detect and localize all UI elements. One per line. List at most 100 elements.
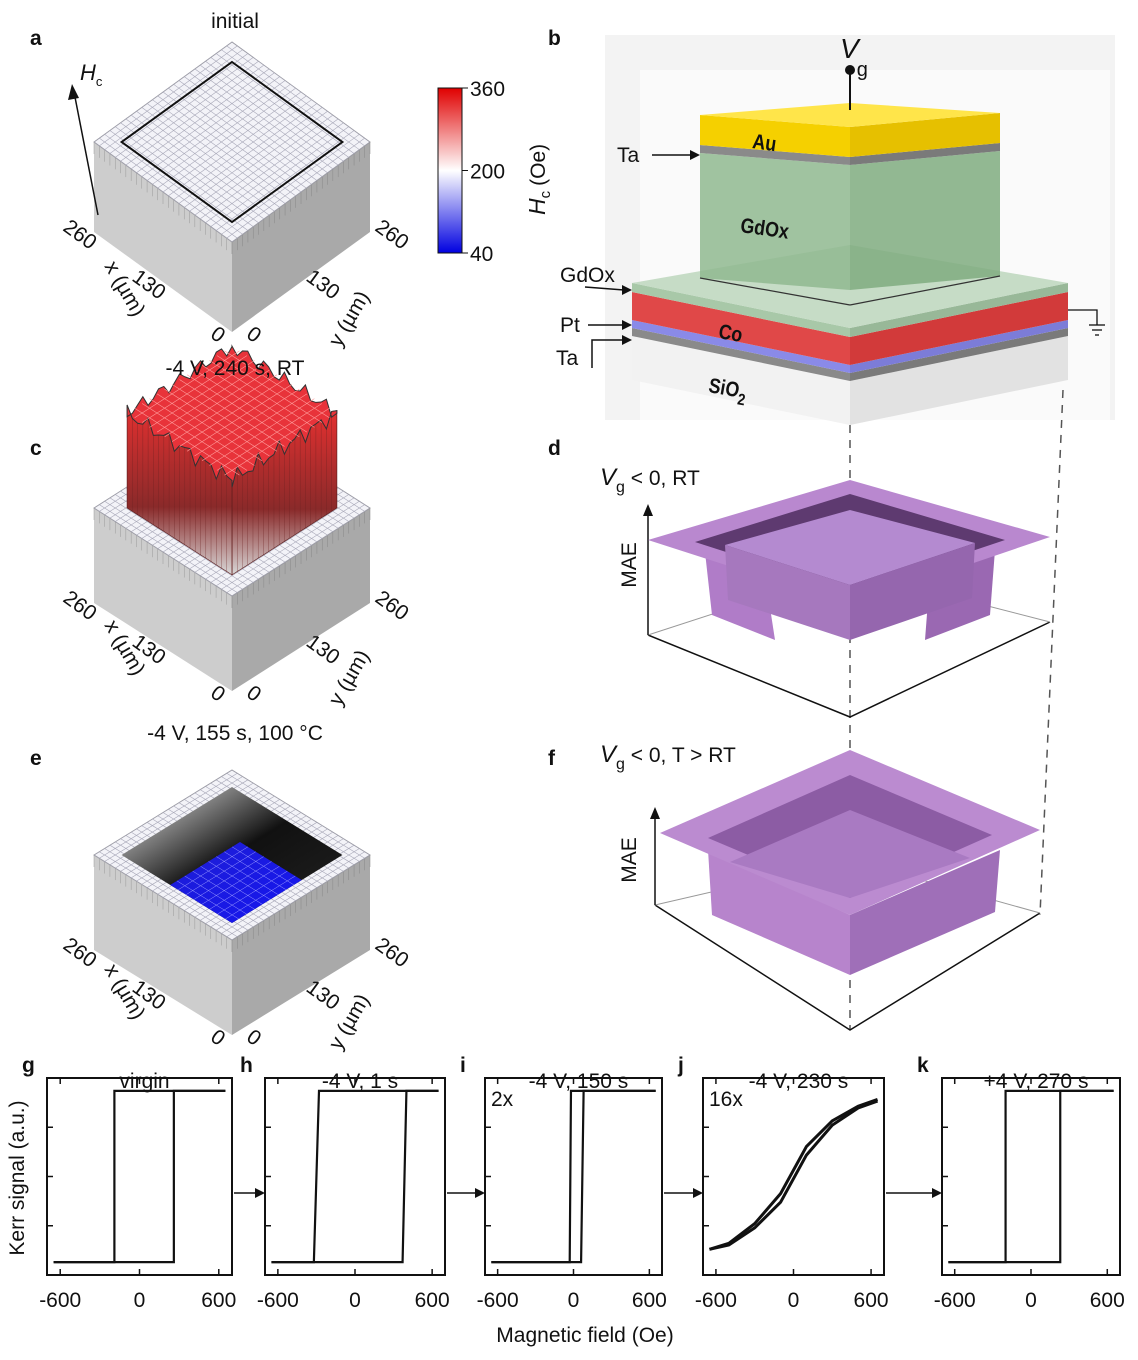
pillar-gdox-right [850,151,1000,290]
loop-branch [53,1089,226,1264]
gate-contact [845,65,855,75]
layer-label: Au [751,130,778,157]
box-left-face [94,508,232,691]
x-tick-label: 600 [632,1289,667,1312]
x-tick-label: 0 [788,1289,800,1312]
surface-grid [134,407,240,476]
panel-label: e [30,747,42,770]
sio2-layer-left [632,336,850,425]
sio2-layer-right [850,336,1068,425]
pillar-bottom-edge [849,275,1001,306]
sequence-arrowhead [255,1188,265,1198]
panel-label: h [240,1054,253,1077]
x-tick-label: 600 [415,1289,450,1312]
sequence-arrowhead [475,1188,485,1198]
grid-line [205,122,344,224]
loop-branch [491,1089,656,1264]
panel-label: k [917,1054,929,1077]
bowl-wall [850,850,1000,975]
grid-line [115,126,254,227]
panel-label: c [30,437,42,460]
sequence-arrowhead [693,1188,703,1198]
grid-line [173,99,312,200]
callout-arrow [622,320,632,330]
callout: Pt [560,314,580,337]
pt-layer-right [850,320,1068,373]
grid-line [120,122,259,224]
box-left-face [94,855,232,1035]
pillar-au-left [700,115,850,157]
layer-label-part: Co [717,320,745,347]
panel-title: virgin [119,1070,169,1093]
dashed-guide [1039,389,1064,916]
grid-line [215,497,355,587]
mae-condition-part: V [600,464,618,491]
layer-label: SiO2 [706,374,749,410]
panel-label: a [30,27,42,50]
grid-line [210,126,349,227]
box-right-face [232,508,370,691]
grid-line [109,130,249,231]
region-outline [119,60,345,224]
x-tick-label: -600 [477,1289,519,1312]
surface-grid [156,393,263,462]
hc-axis-label: Hc [80,60,103,89]
grid-line [99,504,238,593]
surface-grid [201,393,308,462]
y-tick-label: 260 [371,933,413,972]
x-tick-label: -600 [257,1289,299,1312]
panel-label: b [548,27,561,50]
colorbar-title-part: H [524,198,550,215]
pillar-top [700,103,1000,127]
grid-line [93,854,233,941]
grid-line [184,107,323,208]
gdox-thin-layer-right [850,283,1068,337]
loop-frame [264,1077,446,1276]
colorbar-tick-label: 40 [470,243,493,266]
gate-label-part: V [840,33,861,64]
inner-plateau [725,510,975,585]
x-tick-label: 0 [568,1289,580,1312]
panel-title: -4 V, 155 s, 100 °C [147,722,323,745]
mae-arrow [650,807,660,819]
mae-condition-part: g [616,756,625,773]
surface-grid [216,403,323,471]
mae-axis-label: MAE [618,542,641,588]
axis-box [647,621,1051,718]
grid-line [231,507,371,597]
mae-condition-part: < 0, RT [625,467,700,490]
layer-label-part: SiO [707,374,741,403]
grid-line [221,134,360,235]
mae-axis-label: MAE [618,837,641,883]
hc-axis [73,91,99,216]
mae-condition-part: < 0, T > RT [625,744,736,767]
x-axis-label: Magnetic field (Oe) [496,1324,673,1347]
grid-line [157,95,296,197]
grid-line [178,103,318,204]
grid-line [221,500,360,590]
grid-line [93,507,233,597]
loop-branch [491,1089,656,1264]
loop-branch [948,1089,1114,1264]
surface-grid [186,384,293,452]
gdox-thin-layer-left [632,283,850,337]
panel-title: -4 V, 230 s [749,1070,849,1093]
x-tick-label: -600 [39,1289,81,1312]
x-tick-label: 0 [1025,1289,1037,1312]
panel-title: -4 V, 1 s [322,1070,398,1093]
grid-line [104,134,243,235]
colorbar-title-part: c [537,190,554,198]
surface-grid [164,388,270,457]
box-left-face [94,142,232,332]
surface-grid [209,398,315,466]
y-tick-label: 0 [242,322,265,347]
callout-line [584,286,625,291]
panel-title: +4 V, 270 s [984,1070,1089,1093]
callout: Ta [617,144,640,167]
grid-line [231,854,371,941]
ground-wire [1068,309,1098,325]
surface-grid [194,388,300,457]
mae-condition-part: V [600,741,618,768]
sequence-arrowhead [932,1188,942,1198]
grid-line [226,137,365,239]
